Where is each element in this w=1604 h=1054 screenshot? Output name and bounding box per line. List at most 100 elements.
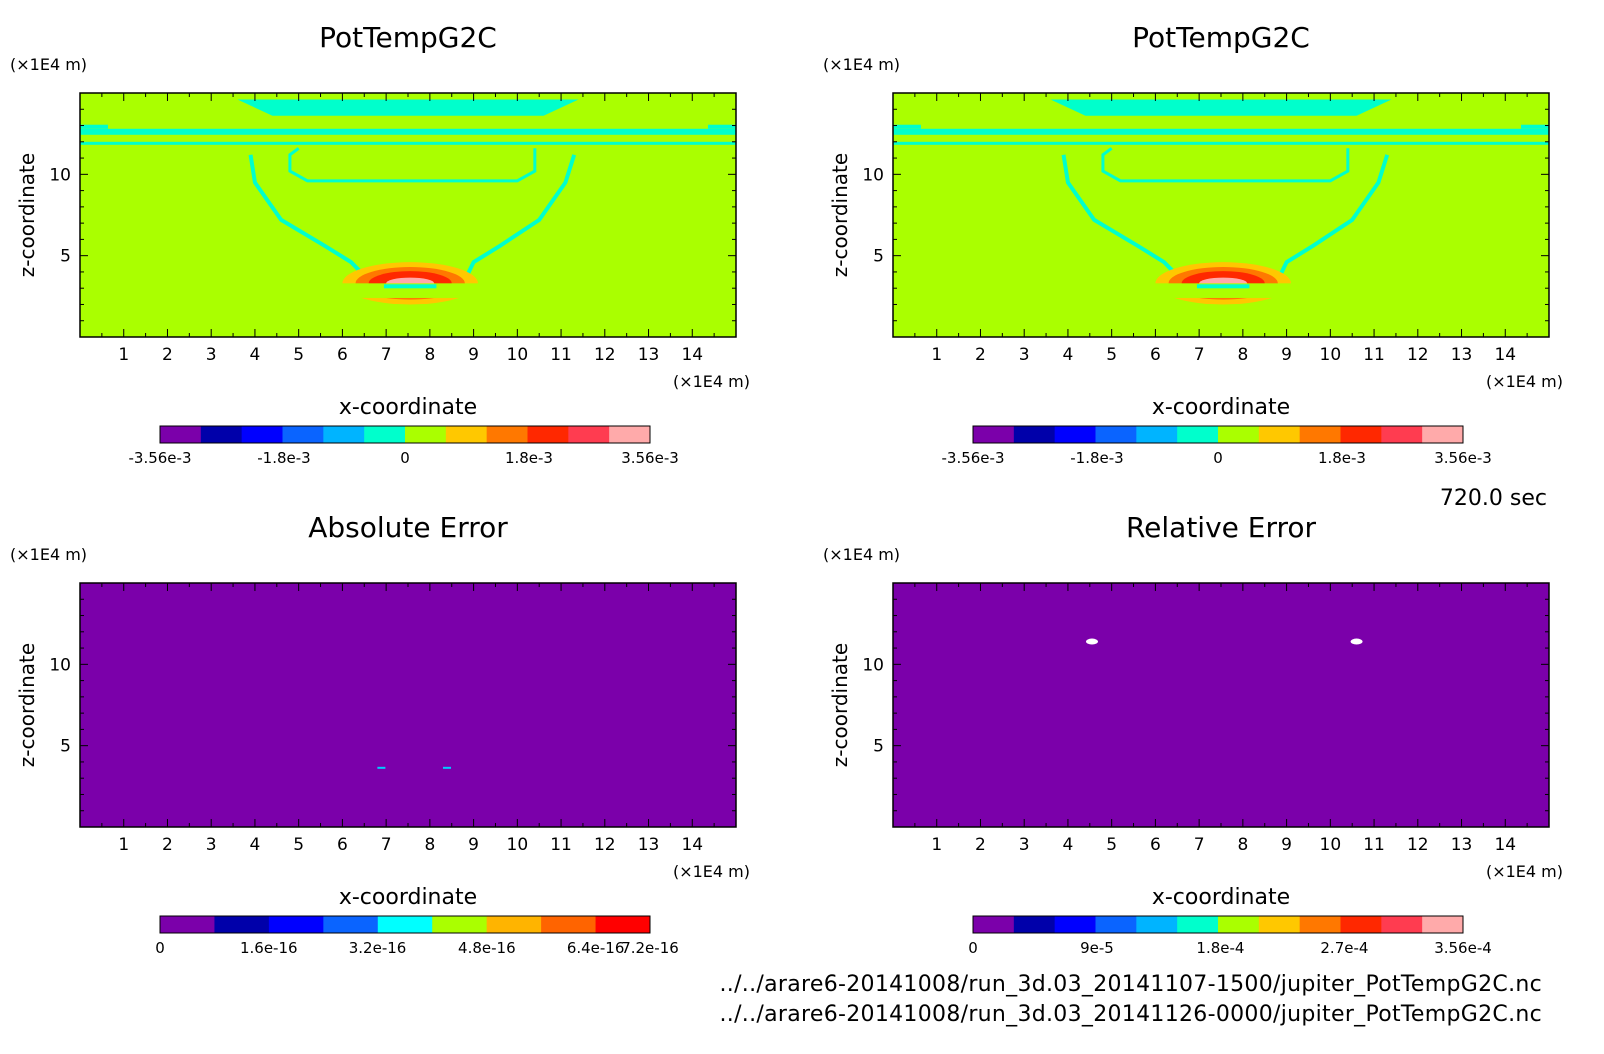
colorbar-tick-label: -3.56e-3 xyxy=(129,449,192,467)
colorbar-swatch xyxy=(1381,426,1423,443)
colorbar-swatch xyxy=(1422,426,1464,443)
x-tick-label: 5 xyxy=(1106,835,1117,855)
field-band xyxy=(893,128,1549,135)
x-tick-label: 10 xyxy=(507,345,529,365)
x-tick-label: 8 xyxy=(424,345,435,365)
colorbar-tick-label: 0 xyxy=(400,449,410,467)
x-tick-label: 2 xyxy=(162,345,173,365)
colorbar-swatch xyxy=(1340,916,1382,933)
field-inner-contour xyxy=(288,147,537,183)
time-label: 720.0 sec xyxy=(1440,486,1547,511)
colorbar-swatch xyxy=(1299,426,1341,443)
colorbar-swatch xyxy=(241,426,283,443)
y-unit-label: (×1E4 m) xyxy=(10,545,87,564)
field-inner-contour xyxy=(1101,147,1350,183)
y-axis-label: z-coordinate xyxy=(15,153,39,277)
colorbar-swatch xyxy=(364,426,406,443)
colorbar-tick-label: 3.2e-16 xyxy=(349,939,407,957)
colorbar-swatch xyxy=(486,916,542,933)
x-tick-label: 1 xyxy=(118,835,129,855)
chart-title: PotTempG2C xyxy=(319,21,497,54)
x-tick-label: 12 xyxy=(594,835,616,855)
x-tick-label: 4 xyxy=(1063,835,1074,855)
x-tick-label: 11 xyxy=(1363,345,1385,365)
x-tick-label: 6 xyxy=(1150,835,1161,855)
colorbar-frame xyxy=(159,915,651,934)
y-tick-label: 10 xyxy=(49,655,71,675)
colorbar-swatch xyxy=(323,426,365,443)
y-unit-label: (×1E4 m) xyxy=(823,55,900,74)
colorbar-swatch xyxy=(1095,916,1137,933)
y-axis-label: z-coordinate xyxy=(15,643,39,767)
field-band-thin xyxy=(80,141,736,145)
colorbar-swatch xyxy=(323,916,379,933)
file-path-1: ../../arare6-20141008/run_3d.03_20141107… xyxy=(719,972,1542,997)
colorbar-swatch xyxy=(1177,426,1219,443)
y-tick-label: 5 xyxy=(60,247,71,267)
chart-panel: Relative Error(×1E4 m)(×1E4 m)1 2 3 4 5 6 7 8 9 1… xyxy=(823,511,1563,957)
x-tick-label: 1 xyxy=(931,835,942,855)
error-spot xyxy=(1085,638,1098,645)
field-band-edge xyxy=(80,124,108,129)
colorbar-swatch xyxy=(1340,426,1382,443)
colorbar-swatch xyxy=(486,426,528,443)
x-tick-label: 2 xyxy=(975,345,986,365)
x-tick-label: 9 xyxy=(1281,835,1292,855)
x-tick-label: 4 xyxy=(250,345,261,365)
colorbar-tick-label: 1.8e-4 xyxy=(1196,939,1244,957)
x-axis-label: x-coordinate xyxy=(1152,395,1290,420)
colorbar-frame xyxy=(972,915,1464,934)
colorbar-swatch xyxy=(1258,916,1301,933)
colorbar-swatch xyxy=(282,426,324,443)
x-tick-label: 2 xyxy=(162,835,173,855)
x-tick-label: 14 xyxy=(1494,345,1516,365)
colorbar-swatch xyxy=(1177,916,1219,933)
x-tick-label: 14 xyxy=(681,345,703,365)
colorbar-swatch xyxy=(568,426,610,443)
field-upper-layer xyxy=(1050,99,1392,116)
x-unit-label: (×1E4 m) xyxy=(673,862,750,881)
colorbar-swatch xyxy=(200,426,243,443)
colorbar-swatch xyxy=(1013,426,1056,443)
y-tick-label: 5 xyxy=(873,247,884,267)
x-unit-label: (×1E4 m) xyxy=(673,372,750,391)
x-tick-label: 7 xyxy=(1194,345,1205,365)
colorbar-swatch xyxy=(1218,916,1260,933)
colorbar-tick-label: 6.4e-16 xyxy=(567,939,625,957)
colorbar-swatch xyxy=(1136,426,1178,443)
x-axis-label: x-coordinate xyxy=(339,395,477,420)
colorbar-swatch xyxy=(432,916,488,933)
x-tick-label: 9 xyxy=(468,345,479,365)
colorbar-frame xyxy=(972,425,1464,444)
colorbar-swatch xyxy=(1013,916,1056,933)
colorbar-tick-label: 0 xyxy=(1213,449,1223,467)
field-right-contour xyxy=(463,154,577,281)
file-path-2: ../../arare6-20141008/run_3d.03_20141126… xyxy=(719,1002,1542,1027)
colorbar-swatch xyxy=(1054,426,1096,443)
colorbar-swatch xyxy=(541,916,597,933)
field-upper-layer xyxy=(237,99,579,116)
colorbar-tick-label: -3.56e-3 xyxy=(942,449,1005,467)
error-spot xyxy=(377,766,386,769)
x-tick-label: 9 xyxy=(1281,345,1292,365)
x-tick-label: 6 xyxy=(1150,345,1161,365)
y-tick-label: 10 xyxy=(49,165,71,185)
x-tick-label: 3 xyxy=(1019,345,1030,365)
colorbar-frame xyxy=(159,425,651,444)
colorbar-swatch xyxy=(1218,426,1260,443)
bubble-base-line xyxy=(383,284,437,289)
x-tick-label: 5 xyxy=(293,835,304,855)
field-band-edge xyxy=(1521,124,1549,129)
x-tick-label: 2 xyxy=(975,835,986,855)
colorbar-swatch xyxy=(1381,916,1423,933)
x-tick-label: 13 xyxy=(1451,835,1473,855)
field-background xyxy=(893,583,1549,827)
colorbar-swatch xyxy=(1095,426,1137,443)
x-unit-label: (×1E4 m) xyxy=(1486,862,1563,881)
colorbar-tick-label: -1.8e-3 xyxy=(257,449,310,467)
x-tick-label: 11 xyxy=(550,345,572,365)
chart-title: PotTempG2C xyxy=(1132,21,1310,54)
colorbar-tick-label: 1.6e-16 xyxy=(240,939,298,957)
colorbar-swatch xyxy=(1258,426,1301,443)
x-tick-label: 12 xyxy=(594,345,616,365)
